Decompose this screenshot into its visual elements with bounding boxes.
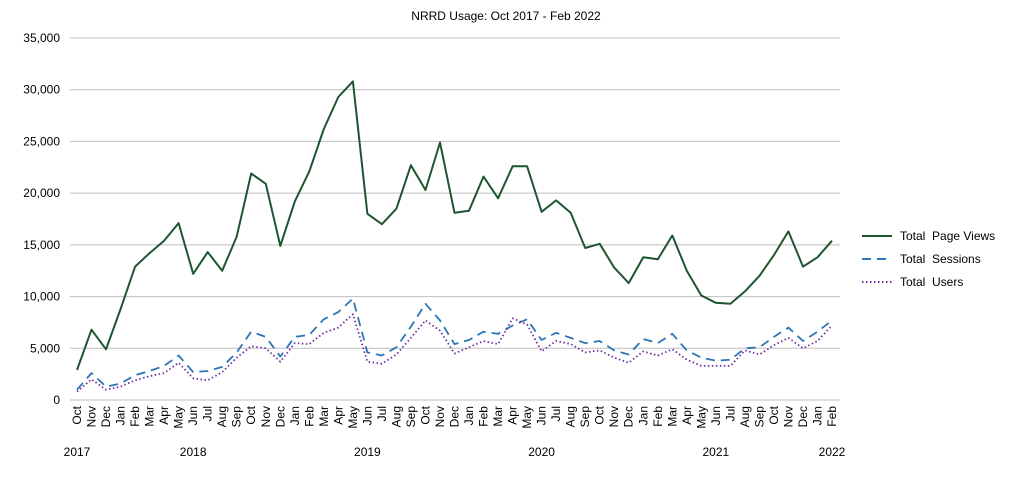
x-tick-label: Dec (448, 406, 462, 427)
x-tick-label: Aug (389, 406, 403, 427)
x-tick-label: Nov (433, 406, 447, 427)
x-tick-label: Apr (680, 406, 694, 425)
x-tick-label: Dec (99, 406, 113, 427)
x-tick-label: Nov (259, 406, 273, 427)
x-tick-label: May (694, 406, 708, 429)
x-tick-label: Feb (128, 406, 142, 427)
x-tick-label: Feb (825, 406, 839, 427)
series-line-2 (76, 297, 833, 391)
x-tick-label: Nov (607, 406, 621, 427)
y-tick-label: 15,000 (23, 238, 60, 252)
x-tick-label: Jan (810, 406, 824, 425)
x-tick-label: Jul (375, 406, 389, 421)
x-tick-label: Jul (723, 406, 737, 421)
x-tick-label: Jun (535, 406, 549, 425)
x-tick-label: Oct (70, 405, 84, 424)
x-tick-label: May (520, 406, 534, 429)
x-tick-label: Oct (767, 405, 781, 424)
y-tick-label: 5,000 (30, 341, 60, 355)
year-label: 2017 (64, 445, 91, 459)
x-tick-label: Oct (244, 405, 258, 424)
series-line-1 (76, 80, 833, 371)
x-tick-label: Dec (622, 406, 636, 427)
x-tick-label: Sep (230, 406, 244, 428)
x-tick-label: Jun (360, 406, 374, 425)
x-tick-label: Apr (331, 406, 345, 425)
year-labels: 2017 2018 2019 2020 2021 2022 (64, 445, 846, 459)
series-line-3 (76, 313, 833, 393)
x-tick-label: Jul (549, 406, 563, 421)
x-tick-label: Jan (462, 406, 476, 425)
y-tick-label: 25,000 (23, 134, 60, 148)
x-tick-label: Mar (665, 406, 679, 427)
x-tick-label: Jul (201, 406, 215, 421)
legend-label: Total Page Views (900, 229, 995, 243)
x-axis: Oct Nov Dec Jan Feb Mar Apr May Jun Jul Aug Sep Oct N… (70, 405, 839, 428)
x-tick-label: Sep (578, 406, 592, 428)
y-axis: 0 5,000 10,000 15,000 20,000 25,000 30,000 35,0… (23, 31, 60, 407)
y-tick-label: 20,000 (23, 186, 60, 200)
x-tick-label: Oct (593, 405, 607, 424)
year-label: 2022 (819, 445, 846, 459)
x-tick-label: Mar (317, 406, 331, 427)
x-tick-label: Feb (477, 406, 491, 427)
x-tick-label: Nov (85, 406, 99, 427)
x-tick-label: Jan (114, 406, 128, 425)
x-tick-label: Feb (302, 406, 316, 427)
series-layer (76, 80, 833, 393)
x-tick-label: Jun (186, 406, 200, 425)
x-tick-label: May (172, 406, 186, 429)
x-tick-label: Aug (738, 406, 752, 427)
y-tick-label: 30,000 (23, 83, 60, 97)
x-tick-label: Sep (404, 406, 418, 428)
x-tick-label: Feb (651, 406, 665, 427)
x-tick-label: Jan (636, 406, 650, 425)
x-tick-label: Dec (273, 406, 287, 427)
chart-title: NRRD Usage: Oct 2017 - Feb 2022 (411, 9, 601, 23)
gridlines (70, 37, 840, 401)
legend-label: Total Users (900, 275, 963, 289)
y-tick-label: 10,000 (23, 290, 60, 304)
year-label: 2020 (528, 445, 555, 459)
legend-label: Total Sessions (900, 252, 981, 266)
x-tick-label: Nov (781, 406, 795, 427)
x-tick-label: Oct (418, 405, 432, 424)
x-tick-label: Apr (157, 406, 171, 425)
year-label: 2019 (354, 445, 381, 459)
x-tick-label: May (346, 406, 360, 429)
x-tick-label: Mar (491, 406, 505, 427)
year-label: 2018 (180, 445, 207, 459)
y-tick-label: 35,000 (23, 31, 60, 45)
legend: Total Page Views Total Sessions Total User… (862, 229, 995, 289)
year-label: 2021 (702, 445, 729, 459)
x-tick-label: Aug (215, 406, 229, 427)
y-tick-label: 0 (53, 393, 60, 407)
x-tick-label: Sep (752, 406, 766, 428)
x-tick-label: Aug (564, 406, 578, 427)
x-tick-label: Dec (796, 406, 810, 427)
x-tick-label: Apr (506, 406, 520, 425)
x-tick-label: Jun (709, 406, 723, 425)
x-tick-label: Mar (143, 406, 157, 427)
x-tick-label: Jan (288, 406, 302, 425)
